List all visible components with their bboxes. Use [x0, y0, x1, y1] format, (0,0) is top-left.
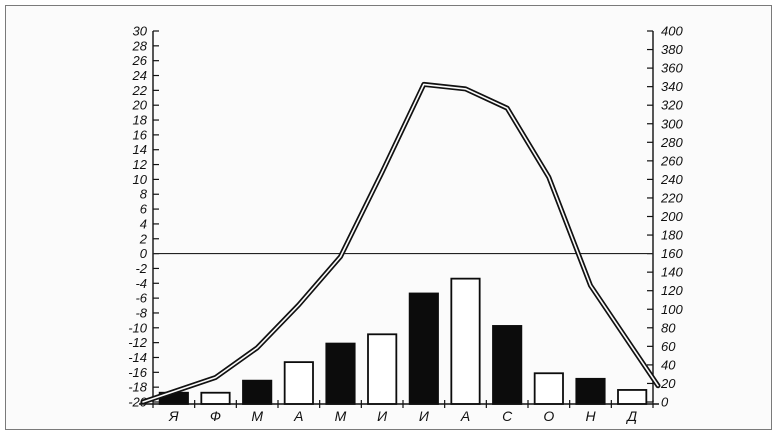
right-tick-label: 360: [661, 61, 683, 76]
left-tick-label: 16: [133, 127, 148, 142]
chart-frame: 30 28 26 24 22 20 18 16 14 12 10 8 6 4 2 0 -2 -4 -6 -8 -10 -1…: [5, 5, 772, 430]
month-label: И: [419, 408, 430, 424]
left-tick-label: 0: [140, 246, 148, 261]
right-tick-label: 20: [660, 376, 676, 391]
bar: [533, 372, 564, 405]
month-label: И: [377, 408, 388, 424]
left-tick-label: 22: [132, 83, 148, 98]
left-tick-label: 24: [132, 68, 147, 83]
left-tick-label: -6: [135, 291, 147, 306]
bar: [283, 361, 314, 405]
left-tick-label: -12: [128, 335, 148, 350]
month-label: С: [502, 408, 513, 424]
month-label: Ф: [210, 408, 221, 424]
right-tick-label: 40: [661, 357, 676, 372]
left-tick-label: 28: [132, 38, 148, 53]
right-tick-label: 320: [661, 98, 683, 113]
right-tick-label: 100: [661, 302, 683, 317]
right-tick-label: 140: [661, 265, 683, 280]
right-tick-label: 80: [661, 320, 676, 335]
left-tick-label: -20: [128, 395, 148, 410]
bar: [408, 292, 439, 405]
right-tick-label: 260: [660, 153, 683, 168]
month-label: А: [460, 408, 470, 424]
left-tick-label: -18: [128, 380, 148, 395]
month-label: Д: [625, 408, 637, 424]
climate-chart: 302826242220181614121086420-2-4-6-8-10-1…: [128, 24, 683, 425]
month-label: О: [543, 408, 554, 424]
right-tick-label: 300: [661, 116, 683, 131]
right-tick-label: 240: [660, 172, 683, 187]
left-tick-label: 4: [140, 216, 147, 231]
bar: [492, 325, 523, 405]
left-tick-label: 8: [140, 187, 148, 202]
right-tick-label: 60: [661, 339, 676, 354]
month-label: Я: [168, 408, 179, 424]
bar: [367, 333, 398, 405]
right-tick-label: 160: [661, 246, 683, 261]
left-tick-label: 20: [132, 98, 148, 113]
right-tick-label: 400: [661, 24, 683, 39]
left-tick-label: 6: [140, 202, 148, 217]
right-axis: 4003803603403203002802602402202001801601…: [647, 24, 683, 410]
left-tick-label: -16: [128, 365, 148, 380]
bar: [617, 389, 648, 405]
left-tick-label: 10: [133, 172, 148, 187]
right-tick-label: 280: [660, 135, 683, 150]
bar: [242, 379, 273, 405]
month-label: А: [293, 408, 303, 424]
line-group: [140, 81, 661, 405]
left-tick-label: -4: [135, 276, 147, 291]
month-label: М: [335, 408, 347, 424]
right-tick-label: 180: [661, 228, 683, 243]
bar: [450, 277, 481, 405]
right-tick-label: 120: [661, 283, 683, 298]
left-tick-label: -2: [135, 261, 147, 276]
month-label: М: [251, 408, 263, 424]
left-tick-label: -8: [135, 305, 147, 320]
right-tick-label: 340: [661, 79, 683, 94]
bar: [325, 342, 356, 405]
month-label: Н: [585, 408, 596, 424]
right-tick-label: 200: [660, 209, 683, 224]
left-tick-label: 2: [139, 231, 148, 246]
left-tick-label: 18: [133, 113, 148, 128]
left-tick-label: -10: [128, 320, 148, 335]
temperature-line-inner: [142, 83, 659, 403]
right-tick-label: 0: [661, 395, 669, 410]
right-tick-label: 380: [661, 42, 683, 57]
bars-group: [158, 277, 648, 405]
bar: [200, 391, 231, 405]
left-tick-label: 26: [132, 53, 148, 68]
right-tick-label: 220: [660, 190, 683, 205]
left-tick-label: 14: [133, 142, 147, 157]
bar: [575, 377, 606, 405]
left-tick-label: 12: [133, 157, 148, 172]
left-axis: 302826242220181614121086420-2-4-6-8-10-1…: [128, 24, 159, 410]
left-tick-label: 30: [133, 24, 148, 39]
left-tick-label: -14: [128, 350, 147, 365]
